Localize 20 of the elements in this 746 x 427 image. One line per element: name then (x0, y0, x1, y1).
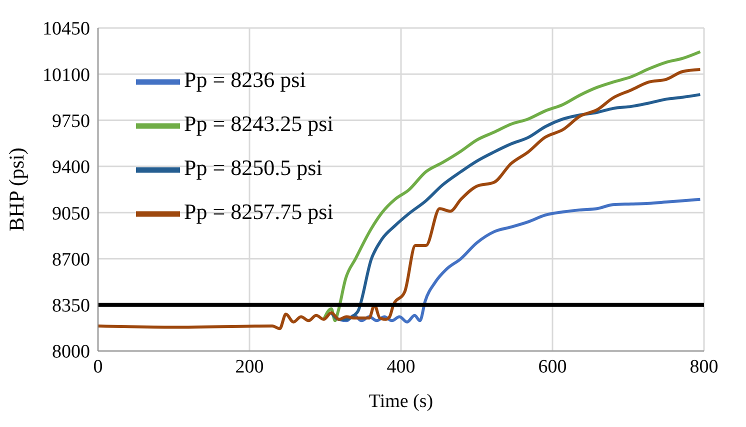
y-tick-label: 8700 (52, 249, 90, 270)
x-axis-title: Time (s) (368, 391, 434, 412)
x-tick-label: 400 (386, 356, 416, 378)
x-tick-label: 200 (235, 356, 264, 378)
x-tick-label: 0 (93, 356, 103, 378)
y-tick-label: 8000 (52, 342, 90, 363)
y-tick-label: 9400 (52, 157, 90, 178)
legend-label: Pp = 8250.5 psi (184, 155, 322, 180)
legend-label: Pp = 8236 psi (184, 67, 306, 92)
x-tick-label: 800 (690, 356, 718, 378)
legend-label: Pp = 8243.25 psi (184, 111, 334, 136)
y-tick-label: 9050 (52, 203, 90, 224)
y-axis-title: BHP (psi) (4, 148, 28, 232)
line-series (98, 68, 702, 330)
y-tick-label: 8350 (52, 296, 90, 317)
y-tick-label: 9750 (52, 111, 90, 132)
legend-label: Pp = 8257.75 psi (184, 199, 334, 224)
x-tick-label: 600 (538, 356, 567, 378)
y-tick-label: 10100 (42, 64, 90, 86)
y-tick-label: 10450 (42, 18, 90, 40)
